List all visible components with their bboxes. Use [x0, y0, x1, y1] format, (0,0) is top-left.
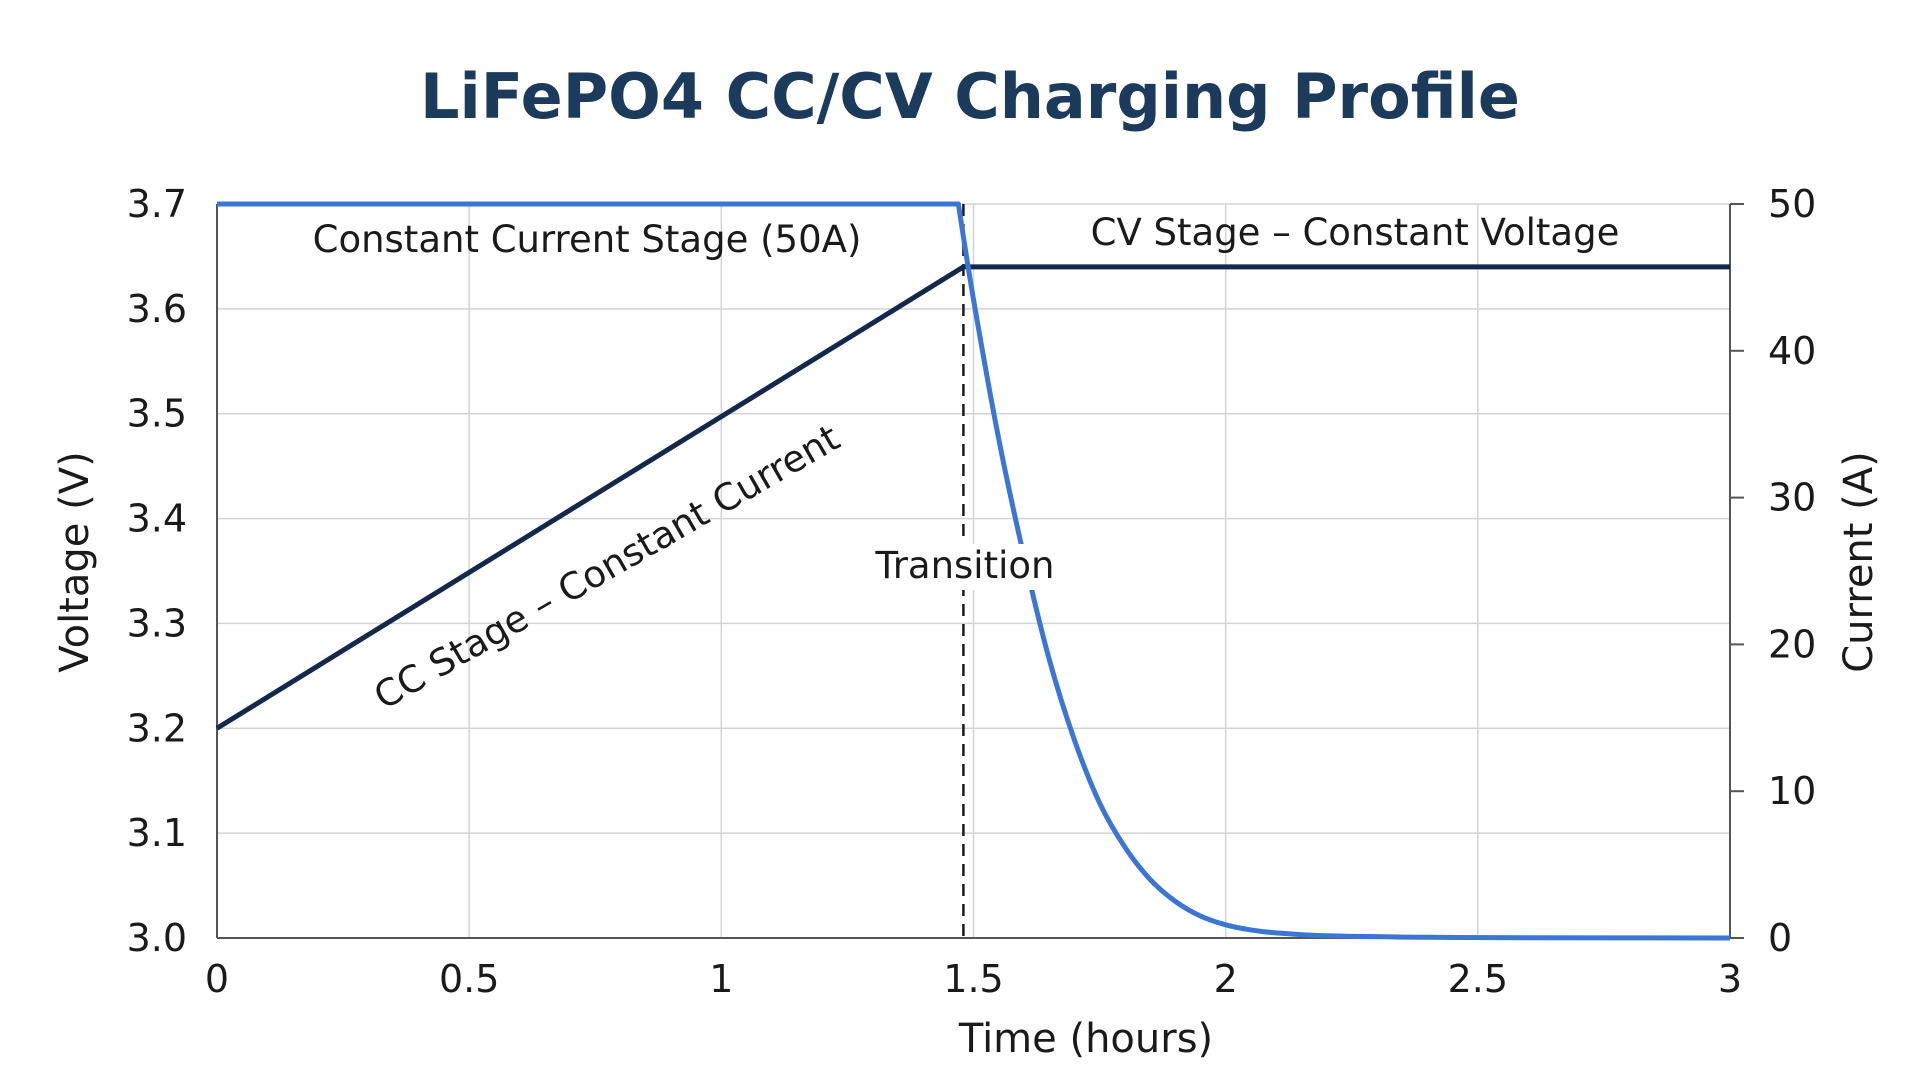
y-left-tick-label: 3.7 [127, 182, 187, 226]
y-right-tick-label: 30 [1768, 476, 1816, 520]
x-tick-label: 1 [709, 957, 733, 1001]
y-left-tick-label: 3.1 [127, 811, 187, 855]
annotation-cc-stage-diagonal: CC Stage – Constant Current [367, 416, 847, 718]
y-left-tick-label: 3.6 [127, 287, 187, 331]
y-left-tick-label: 3.3 [127, 601, 187, 645]
annotation-cv-stage: CV Stage – Constant Voltage [1091, 211, 1620, 254]
annotation-transition: Transition [875, 544, 1055, 587]
y-left-tick-label: 3.0 [127, 916, 187, 960]
annotation-cc-stage-50a: Constant Current Stage (50A) [313, 218, 862, 261]
y-right-tick-label: 20 [1768, 622, 1816, 666]
transition-label-bg [867, 544, 1063, 590]
y-left-tick-label: 3.5 [127, 392, 187, 436]
y-right-tick-label: 0 [1768, 916, 1792, 960]
chart-title: LiFePO4 CC/CV Charging Profile [420, 60, 1520, 133]
x-tick-label: 2.5 [1448, 957, 1508, 1001]
x-tick-label: 0.5 [439, 957, 499, 1001]
y-axis-label-right: Current (A) [1836, 451, 1882, 673]
x-tick-label: 3 [1718, 957, 1742, 1001]
annotations: Constant Current Stage (50A) CV Stage – C… [313, 211, 1620, 718]
x-axis-label: Time (hours) [958, 1016, 1213, 1062]
y-left-tick-label: 3.2 [127, 706, 187, 750]
y-left-tick-label: 3.4 [127, 497, 187, 541]
x-tick-label: 0 [205, 957, 229, 1001]
y-right-tick-label: 50 [1768, 182, 1816, 226]
x-tick-label: 1.5 [943, 957, 1003, 1001]
tick-labels: 0 0.5 1 1.5 2 2.5 3 3.0 3.1 3.2 3.3 3.4 3.5 3.6 3.7 0 10… [127, 182, 1817, 1001]
x-tick-label: 2 [1214, 957, 1238, 1001]
y-right-tick-label: 40 [1768, 329, 1816, 373]
y-axis-label-left: Voltage (V) [52, 451, 98, 672]
current-series-line [217, 201, 1731, 941]
y-right-tick-label: 10 [1768, 769, 1816, 813]
